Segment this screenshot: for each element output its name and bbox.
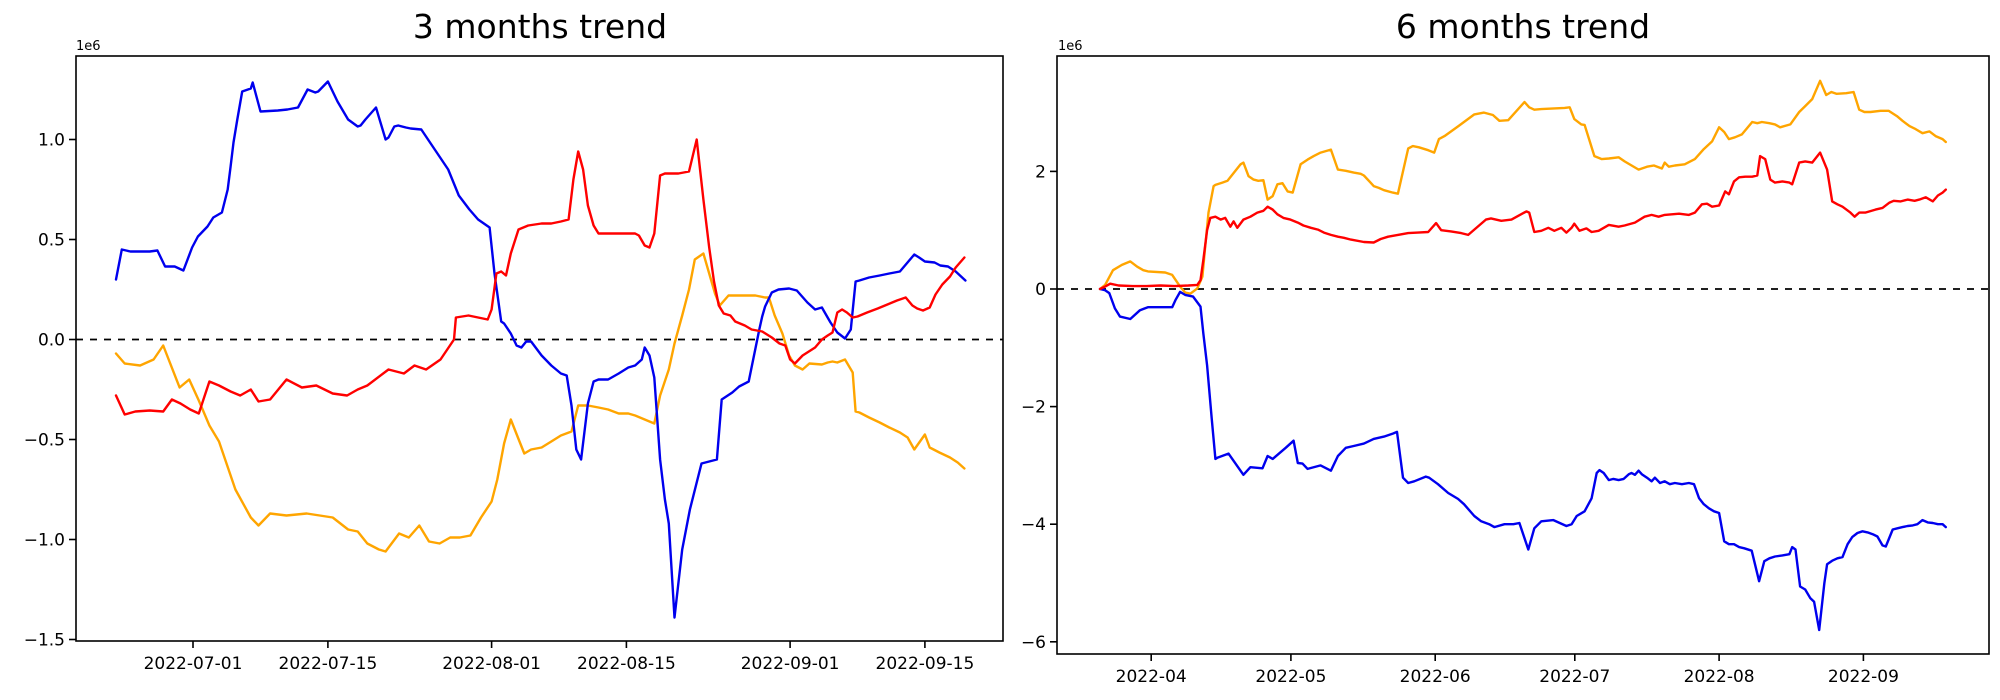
y-tick-label: 0	[1035, 280, 1046, 300]
chart-6-months-trend: 6 months trend 1e6 20−2−4−6 2022-04 2022-…	[1021, 7, 1990, 687]
chart1-y-axis-ticks: 1.0 0.5 0.0 −0.5 −1.0 −1.5	[24, 131, 76, 651]
x-tick-label: 2022-08-15	[577, 654, 676, 674]
x-tick-label: 2022-05	[1255, 667, 1326, 687]
x-tick-label: 2022-09-01	[741, 654, 840, 674]
y-tick-label: 0.0	[38, 331, 65, 351]
series-line-red	[1098, 151, 1947, 291]
x-tick-label: 2022-09-15	[876, 654, 975, 674]
x-tick-label: 2022-08-01	[442, 654, 541, 674]
series-line-red	[114, 138, 966, 416]
chart1-series-lines	[114, 80, 967, 619]
y-tick-label: −6	[1021, 633, 1046, 653]
y-tick-label: −4	[1021, 515, 1046, 535]
x-tick-label: 2022-09	[1828, 667, 1899, 687]
chart2-title: 6 months trend	[1396, 7, 1650, 46]
y-tick-label: −1.0	[24, 531, 65, 551]
chart1-plot-area	[75, 55, 1004, 642]
series-line-blue	[1098, 287, 1947, 632]
y-tick-label: 2	[1035, 162, 1046, 182]
x-tick-label: 2022-08	[1684, 667, 1755, 687]
chart-3-months-trend: 3 months trend 1e6 1.0 0.5 0.0 −0.5 −1.0 −1.5…	[24, 7, 1004, 674]
y-tick-label: −2	[1021, 398, 1046, 418]
y-tick-label: 1.0	[38, 131, 65, 151]
chart1-title: 3 months trend	[413, 7, 667, 46]
chart2-series-lines	[1098, 79, 1947, 632]
chart2-y-axis-offset-label: 1e6	[1058, 39, 1083, 54]
x-tick-label: 2022-06	[1400, 667, 1471, 687]
y-tick-label: −0.5	[24, 431, 65, 451]
y-tick-label: −1.5	[24, 631, 65, 651]
x-tick-label: 2022-07-01	[144, 654, 243, 674]
x-tick-label: 2022-04	[1116, 667, 1187, 687]
x-tick-label: 2022-07	[1539, 667, 1610, 687]
series-line-orange	[1098, 79, 1947, 295]
chart1-y-axis-offset-label: 1e6	[76, 39, 101, 54]
chart2-x-axis-ticks: 2022-04 2022-05 2022-06 2022-07 2022-08 2022-…	[1116, 654, 1899, 687]
series-line-blue	[114, 80, 967, 619]
series-line-orange	[114, 252, 966, 553]
chart1-x-axis-ticks: 2022-07-01 2022-07-15 2022-08-01 2022-08-15…	[144, 641, 975, 674]
chart2-y-axis-ticks: 2 0 −2 −4 −6	[1021, 162, 1057, 653]
x-tick-label: 2022-07-15	[279, 654, 378, 674]
chart2-plot-area	[1056, 55, 1990, 655]
y-tick-label: 0.5	[38, 231, 65, 251]
